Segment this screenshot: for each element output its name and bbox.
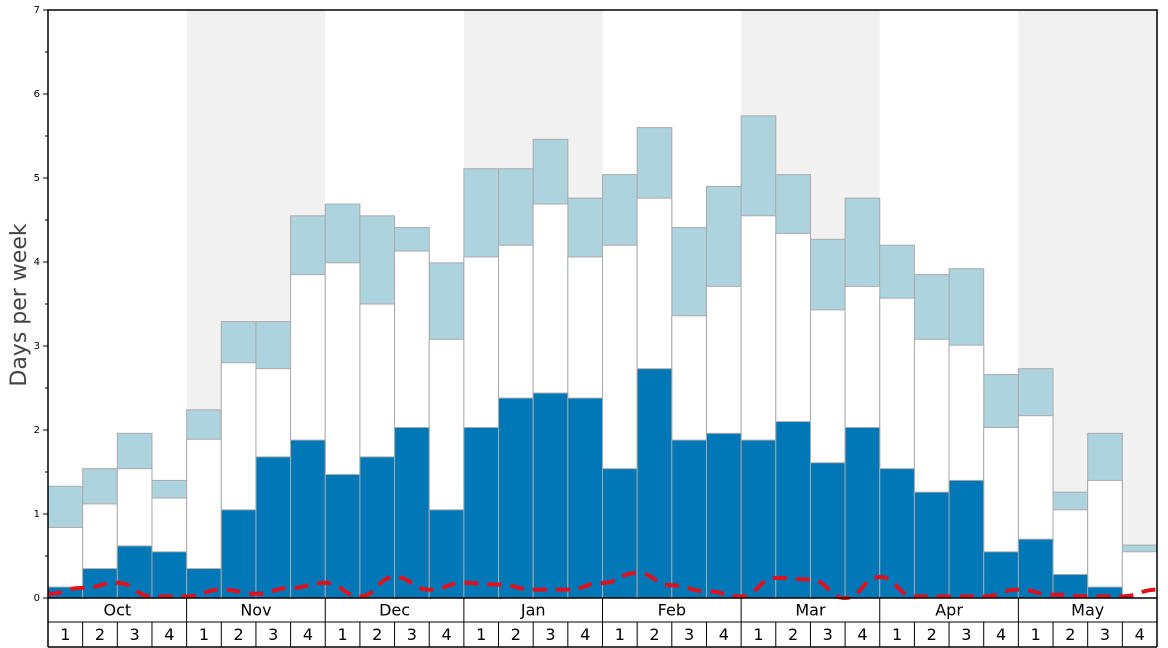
y-tick-label: 2 (34, 425, 40, 436)
week-label: 2 (788, 625, 798, 644)
week-label: 1 (337, 625, 347, 644)
bar-dark (463, 426, 500, 599)
month-label-feb: Feb (658, 601, 686, 620)
y-tick-label: 0 (34, 593, 40, 604)
bar-dark (428, 509, 465, 599)
bar-dark (324, 474, 361, 599)
y-tick-label: 1 (34, 509, 40, 520)
y-axis-label: Days per week (7, 223, 32, 386)
week-label: 3 (407, 625, 417, 644)
trend-line-group (47, 570, 1158, 601)
week-label: 4 (996, 625, 1006, 644)
week-label: 3 (268, 625, 278, 644)
week-label: 1 (476, 625, 486, 644)
bar-dark (82, 568, 118, 599)
trend-line (47, 570, 1158, 601)
week-label: 3 (823, 625, 833, 644)
week-label: 1 (1031, 625, 1041, 644)
bar-dark (602, 468, 638, 599)
week-label: 1 (892, 625, 902, 644)
week-label: 2 (372, 625, 382, 644)
month-label-dec: Dec (379, 601, 410, 620)
bar-dark (151, 551, 188, 599)
week-label: 4 (1135, 625, 1145, 644)
y-tick-label: 7 (34, 5, 40, 16)
bar-dark (532, 392, 569, 599)
bar-dark (290, 439, 326, 599)
week-label: 4 (441, 625, 451, 644)
bar-dark (636, 368, 673, 599)
dark-bars (47, 368, 1123, 599)
week-label: 4 (857, 625, 867, 644)
bar-dark (844, 426, 881, 599)
month-label-may: May (1071, 601, 1104, 620)
bar-dark (359, 456, 396, 599)
bar-dark (705, 432, 742, 599)
week-label: 3 (130, 625, 140, 644)
bar-dark (671, 439, 707, 599)
week-label: 1 (199, 625, 209, 644)
bar-dark (255, 456, 292, 599)
bar-dark (948, 479, 985, 599)
week-label: 1 (753, 625, 763, 644)
week-label: 2 (95, 625, 105, 644)
week-label: 2 (649, 625, 659, 644)
month-label-oct: Oct (103, 601, 131, 620)
week-label: 1 (615, 625, 625, 644)
week-label: 4 (164, 625, 174, 644)
week-label: 1 (60, 625, 70, 644)
bar-mid (1087, 479, 1123, 599)
week-label: 2 (234, 625, 244, 644)
month-label-mar: Mar (795, 601, 826, 620)
y-tick-label: 6 (34, 89, 40, 100)
week-label: 2 (927, 625, 937, 644)
week-label: 3 (961, 625, 971, 644)
bar-dark (809, 462, 846, 599)
y-tick-label: 5 (34, 173, 40, 184)
bar-dark (740, 439, 777, 599)
bar-dark (220, 509, 257, 599)
y-tick-label: 4 (34, 257, 40, 268)
week-label: 3 (1100, 625, 1110, 644)
bar-dark (1017, 538, 1054, 599)
week-label: 4 (580, 625, 590, 644)
bar-dark (775, 421, 811, 599)
week-label: 3 (545, 625, 555, 644)
week-label: 2 (511, 625, 521, 644)
month-label-jan: Jan (520, 601, 546, 620)
y-axis: 0 1 2 3 4 5 6 7 (34, 5, 48, 604)
month-label-nov: Nov (240, 601, 271, 620)
x-axis: Oct 1 2 3 4 Nov 1 2 3 4 Dec 1 2 3 4 Jan 1 2 3 4 Feb 1 2 3 4 Mar 1 2… (47, 598, 1158, 648)
week-label: 2 (1065, 625, 1075, 644)
bar-dark (116, 545, 153, 599)
month-label-apr: Apr (935, 601, 963, 620)
bar-dark (394, 426, 430, 599)
week-label: 3 (684, 625, 694, 644)
bar-dark (913, 491, 950, 599)
week-label: 4 (719, 625, 729, 644)
bar-dark (498, 397, 534, 599)
week-label: 4 (303, 625, 313, 644)
y-tick-label: 3 (34, 341, 40, 352)
bar-dark (567, 397, 603, 599)
bar-dark (186, 568, 222, 599)
